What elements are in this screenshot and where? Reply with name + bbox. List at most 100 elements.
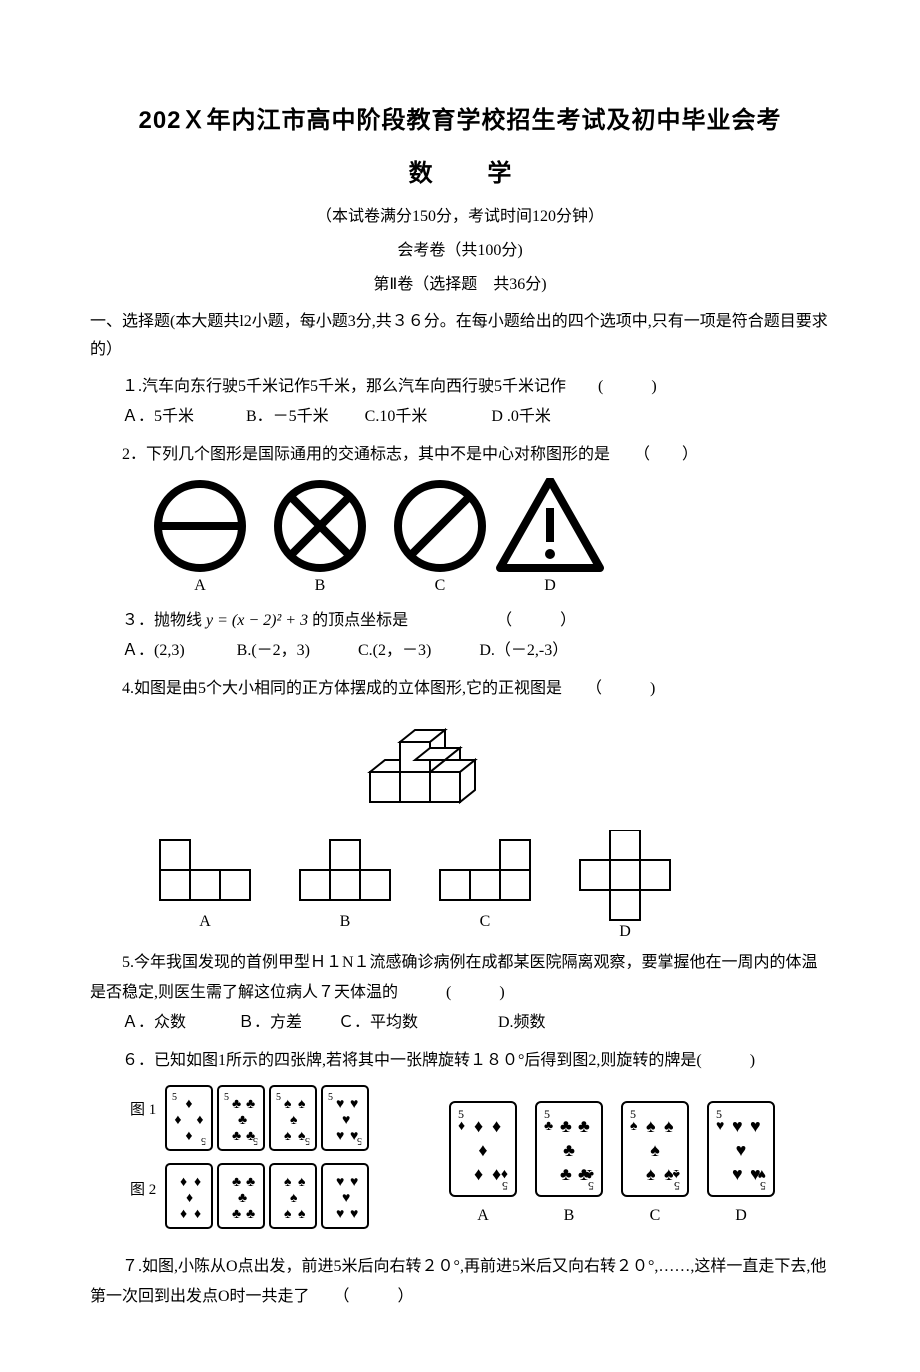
q2-label-c: C bbox=[435, 577, 446, 594]
svg-text:♠: ♠ bbox=[284, 1175, 292, 1190]
svg-text:♠: ♠ bbox=[284, 1207, 292, 1222]
svg-text:♠: ♠ bbox=[298, 1175, 306, 1190]
svg-text:♥: ♥ bbox=[750, 1164, 761, 1184]
svg-text:♠: ♠ bbox=[298, 1129, 306, 1144]
svg-text:♥: ♥ bbox=[732, 1164, 743, 1184]
q5-stem: 5.今年我国发现的首例甲型Ｈ１N１流感确诊病例在成都某医院隔离观察，要掌握他在一… bbox=[90, 948, 830, 1008]
svg-text:♠: ♠ bbox=[650, 1140, 660, 1160]
svg-text:♠: ♠ bbox=[664, 1116, 674, 1136]
section-intro: 一、选择题(本大题共l2小题，每小题3分,共３６分。在每小题给出的四个选项中,只… bbox=[90, 308, 830, 364]
svg-text:♥: ♥ bbox=[350, 1207, 358, 1222]
q1-stem: １.汽车向东行驶5千米记作5千米，那么汽车向西行驶5千米记作 ( ) bbox=[90, 372, 830, 402]
q4-options-figures: A B C bbox=[150, 830, 830, 940]
svg-text:D: D bbox=[735, 1207, 747, 1224]
cards-svg: 图 1 55 ♦ ♦♦ ♦ 55 ♣♣ ♣ ♣♣ 55 ♠♠ ♠ bbox=[130, 1084, 830, 1244]
svg-text:♣: ♣ bbox=[246, 1175, 255, 1190]
q3-stem-before: ３．抛物线 bbox=[122, 612, 206, 629]
svg-text:♣: ♣ bbox=[246, 1097, 255, 1112]
exam-page: 202Ｘ年内江市高中阶段教育学校招生考试及初中毕业会考 数 学 （本试卷满分15… bbox=[0, 0, 920, 1372]
q6-figures: 图 1 55 ♦ ♦♦ ♦ 55 ♣♣ ♣ ♣♣ 55 ♠♠ ♠ bbox=[130, 1084, 830, 1244]
svg-text:♦: ♦ bbox=[180, 1207, 187, 1222]
svg-text:♦: ♦ bbox=[501, 1166, 508, 1181]
front-views-svg: A B C bbox=[150, 830, 710, 940]
svg-text:♥: ♥ bbox=[336, 1175, 344, 1190]
svg-text:♦: ♦ bbox=[474, 1116, 483, 1136]
svg-text:♦: ♦ bbox=[174, 1113, 181, 1128]
svg-text:♦: ♦ bbox=[186, 1191, 193, 1206]
svg-text:♣: ♣ bbox=[246, 1207, 255, 1222]
svg-text:5: 5 bbox=[224, 1092, 229, 1103]
q3-options: Ａ．(2,3) B.(－2，3) C.(2，－3) D.（－2,-3） bbox=[90, 636, 830, 666]
subject-heading: 数 学 bbox=[90, 153, 830, 188]
q3-formula: y = (x − 2)² + 3 bbox=[206, 612, 308, 629]
svg-text:♣: ♣ bbox=[578, 1164, 590, 1184]
q5-options: Ａ．众数 Ｂ．方差 Ｃ．平均数 D.频数 bbox=[90, 1008, 830, 1038]
svg-text:D: D bbox=[619, 923, 631, 940]
traffic-signs-svg: A B C D bbox=[150, 478, 630, 598]
svg-text:♦: ♦ bbox=[478, 1140, 487, 1160]
q3-stem-after: 的顶点坐标是 （ ） bbox=[308, 612, 576, 629]
q2-label-d: D bbox=[544, 577, 556, 594]
svg-text:♠: ♠ bbox=[630, 1119, 638, 1134]
svg-text:A: A bbox=[199, 913, 211, 930]
q4-stem: 4.如图是由5个大小相同的正方体摆成的立体图形,它的正视图是 （ ) bbox=[90, 674, 830, 704]
svg-text:♦: ♦ bbox=[194, 1175, 201, 1190]
svg-text:♥: ♥ bbox=[342, 1191, 350, 1206]
svg-text:♦: ♦ bbox=[474, 1164, 483, 1184]
q2-stem: 2．下列几个图形是国际通用的交通标志，其中不是中心对称图形的是 （ ） bbox=[90, 440, 830, 470]
svg-text:♥: ♥ bbox=[350, 1097, 358, 1112]
svg-text:♠: ♠ bbox=[664, 1164, 674, 1184]
svg-text:C: C bbox=[480, 913, 491, 930]
svg-text:♠: ♠ bbox=[284, 1097, 292, 1112]
svg-text:♣: ♣ bbox=[560, 1164, 572, 1184]
svg-text:♣: ♣ bbox=[232, 1129, 241, 1144]
svg-text:♦: ♦ bbox=[185, 1097, 192, 1112]
svg-text:♠: ♠ bbox=[290, 1113, 298, 1128]
svg-text:♥: ♥ bbox=[750, 1116, 761, 1136]
svg-text:5: 5 bbox=[276, 1092, 281, 1103]
note-line-3: 第Ⅱ卷（选择题 共36分) bbox=[90, 270, 830, 294]
q3-stem: ３．抛物线 y = (x − 2)² + 3 的顶点坐标是 （ ） bbox=[90, 606, 830, 636]
svg-text:♠: ♠ bbox=[298, 1097, 306, 1112]
q4-3d-figure bbox=[350, 712, 830, 822]
svg-text:♥: ♥ bbox=[732, 1116, 743, 1136]
svg-text:♦: ♦ bbox=[185, 1129, 192, 1144]
svg-text:5: 5 bbox=[172, 1092, 177, 1103]
svg-text:♦: ♦ bbox=[492, 1164, 501, 1184]
svg-text:♦: ♦ bbox=[194, 1207, 201, 1222]
svg-text:♣: ♣ bbox=[544, 1119, 553, 1134]
q2-label-a: A bbox=[194, 577, 206, 594]
svg-text:♣: ♣ bbox=[232, 1175, 241, 1190]
svg-text:♦: ♦ bbox=[492, 1116, 501, 1136]
svg-text:B: B bbox=[340, 913, 351, 930]
page-title: 202Ｘ年内江市高中阶段教育学校招生考试及初中毕业会考 bbox=[90, 100, 830, 135]
svg-text:5: 5 bbox=[305, 1135, 310, 1146]
svg-text:♣: ♣ bbox=[238, 1191, 247, 1206]
svg-text:♥: ♥ bbox=[350, 1129, 358, 1144]
svg-text:5: 5 bbox=[201, 1135, 206, 1146]
svg-text:♣: ♣ bbox=[232, 1097, 241, 1112]
svg-text:♥: ♥ bbox=[336, 1097, 344, 1112]
svg-text:5: 5 bbox=[328, 1092, 333, 1103]
cubes-3d-svg bbox=[350, 712, 510, 822]
svg-text:♠: ♠ bbox=[298, 1207, 306, 1222]
svg-text:♦: ♦ bbox=[458, 1119, 465, 1134]
note-line-2: 会考卷（共100分) bbox=[90, 236, 830, 260]
svg-text:♣: ♣ bbox=[578, 1116, 590, 1136]
svg-text:♥: ♥ bbox=[336, 1129, 344, 1144]
svg-text:♠: ♠ bbox=[284, 1129, 292, 1144]
svg-text:♥: ♥ bbox=[336, 1207, 344, 1222]
q2-label-b: B bbox=[315, 577, 326, 594]
q7-stem: ７.如图,小陈从O点出发，前进5米后向右转２０°,再前进5米后又向右转２０°,…… bbox=[90, 1252, 830, 1312]
svg-text:图 2: 图 2 bbox=[130, 1181, 156, 1198]
svg-text:♣: ♣ bbox=[563, 1140, 575, 1160]
svg-text:♥: ♥ bbox=[716, 1119, 724, 1134]
svg-text:♥: ♥ bbox=[350, 1175, 358, 1190]
svg-text:A: A bbox=[477, 1207, 489, 1224]
svg-text:图 1: 图 1 bbox=[130, 1101, 156, 1118]
svg-text:♣: ♣ bbox=[246, 1129, 255, 1144]
svg-text:♠: ♠ bbox=[646, 1164, 656, 1184]
q1-options: Ａ．5千米 B．－5千米 C.10千米 D .0千米 bbox=[90, 402, 830, 432]
svg-text:♦: ♦ bbox=[180, 1175, 187, 1190]
svg-text:♦: ♦ bbox=[196, 1113, 203, 1128]
